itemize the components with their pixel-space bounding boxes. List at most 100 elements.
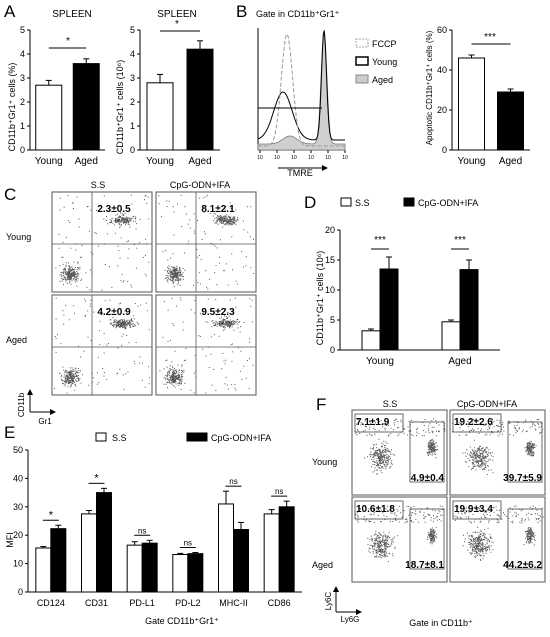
c-row-label-2: Aged bbox=[6, 335, 27, 345]
c-col-title-2: CpG-ODN+IFA bbox=[170, 180, 230, 190]
panel-label-d: D bbox=[304, 193, 316, 212]
e-bar bbox=[96, 492, 112, 593]
a2-y-tick-label: 1 bbox=[130, 121, 135, 131]
b-hist-arrowhead bbox=[322, 165, 328, 171]
b-y-tick-label: 0 bbox=[442, 145, 447, 155]
c-col-title-1: S.S bbox=[91, 180, 106, 190]
c-axis-label-y: CD11b bbox=[17, 392, 26, 417]
e-x-tick-label: MHC-II bbox=[219, 598, 248, 608]
f-axis-label-x: Ly6G bbox=[341, 615, 360, 624]
d-y-tick-label: 15 bbox=[325, 255, 335, 265]
e-bar bbox=[50, 528, 67, 593]
d-sig-aged: *** bbox=[454, 235, 466, 246]
d-y-tick-label: 5 bbox=[330, 315, 335, 325]
d-y-tick-label: 10 bbox=[325, 285, 335, 295]
d-legend-swatch-ss bbox=[340, 197, 352, 207]
e-y-tick-label: 40 bbox=[13, 473, 23, 483]
a2-y-tick-label: 4 bbox=[130, 49, 135, 59]
b-hist-tick-label: 10 bbox=[257, 155, 263, 161]
c-axis-arrowhead-y bbox=[27, 389, 33, 395]
c-events bbox=[158, 194, 255, 290]
d-x-tick-label: Young bbox=[366, 356, 394, 367]
a1-title: SPLEEN bbox=[52, 9, 91, 20]
e-bar bbox=[172, 554, 189, 593]
d-ylabel: CD11b⁺Gr1⁺ cells (10⁶) bbox=[315, 251, 325, 346]
d-legend-ss: S.S bbox=[355, 198, 370, 208]
e-legend-cpg: CpG-ODN+IFA bbox=[211, 433, 271, 443]
a1-sig: * bbox=[66, 36, 70, 47]
e-bar bbox=[187, 553, 204, 593]
e-sig-text: * bbox=[49, 509, 54, 521]
a1-bar bbox=[72, 63, 100, 151]
b-legend-swatch-fccp bbox=[355, 38, 369, 48]
b-y-tick-label: 40 bbox=[437, 65, 447, 75]
f-axis-arrowhead-x bbox=[356, 609, 362, 615]
f-percentage-bottom: 18.7±8.1 bbox=[405, 560, 444, 571]
a2-x-tick-label: Aged bbox=[188, 156, 211, 167]
a2-title: SPLEEN bbox=[157, 9, 196, 20]
b-hist-tick-label: 10 bbox=[325, 155, 331, 161]
b-bar bbox=[458, 57, 485, 151]
c-percentage: 4.2±0.9 bbox=[97, 307, 131, 318]
f-row-label-1: Young bbox=[312, 457, 337, 467]
b-sig: *** bbox=[484, 32, 496, 43]
a2-ylabel: CD11b⁺Gr1⁺ cells (10⁶) bbox=[115, 60, 125, 155]
a1-y-tick-label: 0 bbox=[20, 145, 25, 155]
e-sig-text: ns bbox=[138, 526, 146, 535]
e-x-tick-label: PD-L1 bbox=[129, 598, 155, 608]
e-bar bbox=[35, 547, 52, 593]
b-y-tick-label: 60 bbox=[437, 25, 447, 35]
panel-label-b: B bbox=[236, 2, 247, 21]
e-x-tick-label: CD31 bbox=[85, 598, 108, 608]
b-legend-label: Young bbox=[372, 57, 397, 67]
b-y-tick-label: 20 bbox=[437, 105, 447, 115]
b-hist-fccp bbox=[258, 33, 345, 147]
b-bar bbox=[497, 91, 524, 151]
f-gate-right bbox=[409, 421, 445, 483]
f-percentage-top: 10.6±1.8 bbox=[356, 504, 395, 515]
b-hist-tick-label: 10 bbox=[274, 155, 280, 161]
b-hist-aged bbox=[257, 29, 346, 151]
f-gate-top bbox=[452, 413, 502, 433]
e-bar bbox=[81, 513, 97, 593]
panel-label-e: E bbox=[4, 423, 15, 442]
a2-y-tick-label: 5 bbox=[130, 25, 135, 35]
e-sig-text: ns bbox=[275, 487, 283, 496]
e-y-tick-label: 20 bbox=[13, 530, 23, 540]
a2-y-tick-label: 2 bbox=[130, 97, 135, 107]
c-axis-arrowhead-x bbox=[50, 409, 56, 415]
c-events bbox=[55, 194, 150, 291]
b-hist-tick-label: 10 bbox=[291, 155, 297, 161]
b-legend-label: FCCP bbox=[372, 39, 397, 49]
e-sig-text: * bbox=[94, 472, 99, 484]
a2-bar bbox=[146, 82, 174, 151]
f-col-title-1: S.S bbox=[383, 399, 398, 409]
f-axis-label-y: Ly6C bbox=[324, 592, 333, 611]
f-percentage-top: 7.1±1.9 bbox=[356, 417, 390, 428]
f-plot-frame bbox=[351, 409, 448, 496]
c-percentage: 9.5±2.3 bbox=[201, 307, 235, 318]
panel-label-a: A bbox=[4, 2, 16, 21]
f-percentage-bottom: 44.2±6.2 bbox=[503, 560, 542, 571]
e-sig-text: ns bbox=[184, 539, 192, 548]
d-legend-swatch-cpg bbox=[403, 197, 415, 207]
a1-x-tick-label: Young bbox=[35, 156, 63, 167]
a1-y-tick-label: 1 bbox=[20, 121, 25, 131]
a2-bar bbox=[186, 48, 214, 151]
e-bar bbox=[126, 544, 143, 593]
panel-label-f: F bbox=[316, 395, 326, 414]
f-gate-right bbox=[507, 421, 543, 483]
e-bar bbox=[218, 503, 234, 593]
a2-sig: * bbox=[175, 19, 179, 30]
f-percentage-bottom: 39.7±5.9 bbox=[503, 473, 542, 484]
f-percentage-bottom: 4.9±0.4 bbox=[411, 473, 445, 484]
e-bar bbox=[233, 529, 249, 593]
b-legend-swatch-young bbox=[355, 56, 369, 66]
f-percentage-top: 19.2±2.6 bbox=[454, 417, 493, 428]
d-bar bbox=[361, 330, 381, 351]
a1-bar bbox=[35, 84, 63, 151]
a1-y-tick-label: 3 bbox=[20, 73, 25, 83]
d-legend-cpg: CpG-ODN+IFA bbox=[418, 198, 478, 208]
e-y-tick-label: 0 bbox=[18, 587, 23, 597]
